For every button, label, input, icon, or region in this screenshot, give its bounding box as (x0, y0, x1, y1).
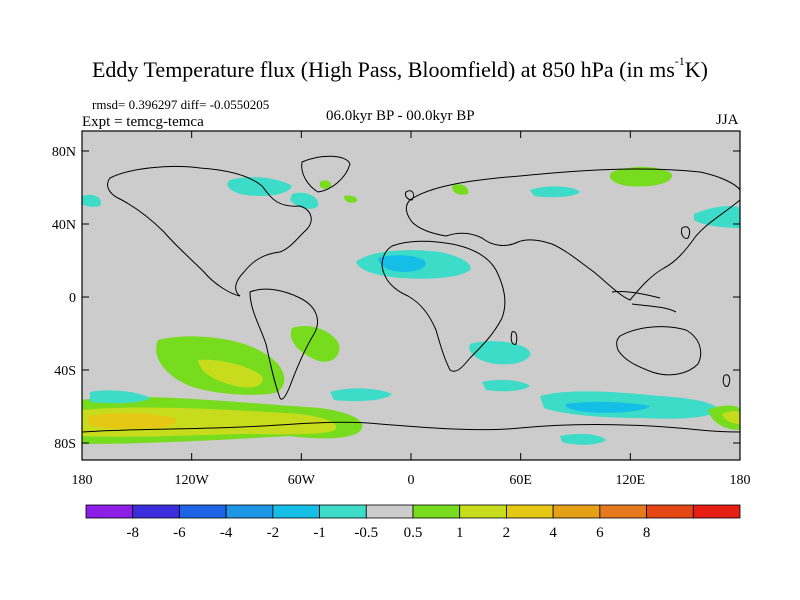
colorbar-box (459, 504, 507, 519)
y-tick-label: 0 (69, 291, 76, 306)
anomaly-south-atlantic-cyan (482, 379, 530, 392)
colorbar-box (365, 504, 414, 519)
colorbar-box (646, 504, 694, 519)
x-tick-label: 120E (616, 473, 646, 488)
colorbar-label: 1 (456, 525, 464, 541)
colorbar-label: -2 (267, 525, 280, 541)
season-label: JJA (716, 112, 739, 128)
coast-new-zealand (722, 374, 731, 387)
colorbar-label: 2 (503, 525, 511, 541)
anomaly-atlantic-green (344, 195, 358, 203)
anomaly-alaska-cyan (82, 194, 102, 207)
experiment-label: Expt = temcg-temca (82, 114, 204, 130)
anomaly-africa-south-cyan (469, 341, 531, 365)
colorbar: -8 -6 -4 -2 -1 -0.5 0.5 1 2 4 6 8 (85, 504, 741, 541)
anomaly-indian-ocean-blue (565, 401, 650, 413)
coast-greenland (301, 155, 351, 193)
colorbar-label: -4 (220, 525, 233, 541)
stats-label: rmsd= 0.396297 diff= -0.0550205 (92, 97, 270, 112)
y-tick-label: 80S (54, 437, 76, 452)
coast-eurasia (405, 168, 740, 301)
colorbar-label: -8 (126, 525, 139, 541)
colorbar-box (552, 504, 601, 519)
anomaly-fields (82, 166, 740, 445)
anomaly-sahara-blue (378, 255, 426, 272)
colorbar-label: 6 (596, 525, 604, 541)
title-main: Eddy Temperature flux (High Pass, Bloomf… (91, 57, 675, 82)
x-tick-label: 120W (175, 473, 210, 488)
x-axis: 180 120W 60W 0 60E 120E 180 (72, 131, 751, 488)
coast-uk (405, 190, 415, 201)
anomaly-pacific-40s-yellow (198, 359, 263, 388)
anomaly-europe-green (452, 184, 469, 195)
colorbar-label: 8 (643, 525, 651, 541)
anomaly-east-pacific-cyan (90, 390, 150, 404)
anomaly-southern-pacific-orange (88, 413, 177, 429)
colorbar-box (599, 504, 647, 519)
title-superscript: -1 (674, 54, 685, 68)
coast-australia (616, 326, 702, 376)
x-tick-label: 180 (730, 473, 751, 488)
anomaly-antarctic-cyan (560, 433, 606, 445)
colorbar-box (272, 504, 320, 519)
anomaly-greenland-green (319, 180, 332, 189)
coast-japan (681, 226, 691, 239)
anomaly-atlantic-40s-cyan (330, 388, 392, 402)
y-tick-label: 40S (54, 364, 76, 379)
anomaly-canada-cyan (290, 192, 319, 209)
colorbar-label: -0.5 (354, 525, 378, 541)
colorbar-label: 4 (549, 525, 557, 541)
x-tick-label: 180 (72, 473, 93, 488)
coast-madagascar (510, 331, 518, 345)
y-tick-label: 80N (52, 145, 76, 160)
x-tick-label: 60W (288, 473, 316, 488)
colorbar-box (412, 504, 461, 519)
map-title: Eddy Temperature flux (High Pass, Bloomf… (0, 55, 800, 82)
title-tail: K) (684, 57, 708, 82)
y-axis: 80N 40N 0 40S 80S (52, 145, 740, 452)
coast-antarctica (82, 421, 740, 433)
anomaly-siberia-cyan (530, 186, 580, 198)
anomaly-southatlantic-green (290, 325, 340, 362)
y-tick-label: 40N (52, 218, 76, 233)
anomaly-north-atlantic-cyan (227, 177, 292, 196)
anomaly-siberia-green (609, 166, 673, 187)
coast-indonesia (611, 291, 677, 313)
colorbar-box (506, 504, 554, 519)
colorbar-label: -1 (313, 525, 326, 541)
coast-africa (381, 240, 506, 372)
colorbar-box (319, 504, 367, 519)
x-tick-label: 60E (509, 473, 532, 488)
colorbar-box (179, 504, 227, 519)
period-label: 06.0kyr BP - 00.0kyr BP (326, 108, 475, 124)
coast-south-america (249, 288, 318, 400)
colorbar-box (85, 504, 134, 519)
colorbar-box (132, 504, 180, 519)
colorbar-label: 0.5 (404, 525, 423, 541)
colorbar-box (225, 504, 274, 519)
coast-north-america (107, 166, 312, 297)
anomaly-antarctic-east-yellow (722, 411, 740, 424)
x-tick-label: 0 (408, 473, 415, 488)
colorbar-label: -6 (173, 525, 186, 541)
colorbar-box (692, 504, 741, 519)
coastlines (82, 155, 740, 433)
